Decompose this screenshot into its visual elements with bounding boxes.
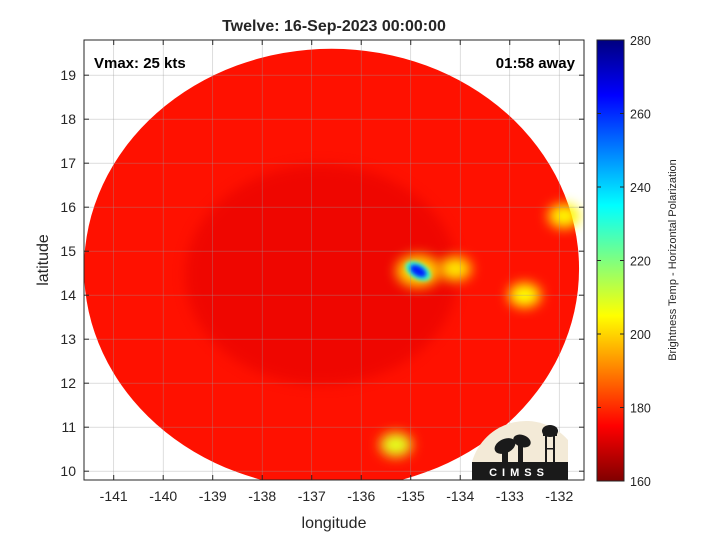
- colorbar-gradient: [596, 39, 625, 482]
- colorbar-ticks: 160 180 200 220 240 260 280: [597, 34, 651, 489]
- x-tick-label: -134: [446, 488, 474, 504]
- logo-dish-icon: [494, 434, 531, 462]
- cold-core: [409, 264, 427, 278]
- y-tick-label: 16: [60, 199, 76, 215]
- y-tick-label: 12: [60, 375, 76, 391]
- colorbar-tick-label: 200: [630, 328, 651, 342]
- cold-cell-ne: [548, 204, 581, 228]
- chart-title: Twelve: 16-Sep-2023 00:00:00: [222, 18, 446, 35]
- x-tick-label: -140: [149, 488, 177, 504]
- cimss-logo: CIMSS: [472, 420, 568, 480]
- colorbar-tick-label: 220: [630, 255, 651, 269]
- x-axis-label: longitude: [302, 515, 367, 532]
- x-tick-label: -136: [347, 488, 375, 504]
- y-tick-label: 10: [60, 463, 76, 479]
- x-tick-label: -132: [545, 488, 573, 504]
- y-tick-label: 11: [61, 419, 76, 435]
- colorbar: 160 180 200 220 240 260 280 Brightness Temp - …: [596, 34, 679, 489]
- y-axis-ticks: 10 11 12 13 14 15 16 17 18 19: [60, 67, 584, 479]
- colorbar-tick-label: 280: [630, 34, 651, 48]
- y-tick-label: 17: [60, 155, 76, 171]
- colorbar-label: Brightness Temp - Horizontal Polarizatio…: [667, 159, 679, 361]
- swath-layer: [84, 48, 581, 480]
- colorbar-tick-label: 240: [630, 181, 651, 195]
- y-tick-label: 19: [60, 67, 76, 83]
- plot-frame: [83, 39, 585, 481]
- swath-inner-shade: [185, 164, 458, 385]
- colorbar-tick-label: 180: [630, 402, 651, 416]
- colorbar-tick-label: 260: [630, 108, 651, 122]
- logo-text: CIMSS: [489, 467, 549, 479]
- x-tick-label: -138: [248, 488, 276, 504]
- plot-area: -141 -140 -139 -138 -137 -136 -135 -134 -133 -132…: [60, 39, 585, 504]
- time-away-annotation: 01:58 away: [496, 55, 576, 72]
- y-tick-label: 18: [60, 111, 76, 127]
- x-axis-ticks: -141 -140 -139 -138 -137 -136 -135 -134 -133 -132: [100, 40, 573, 504]
- y-tick-label: 14: [60, 287, 76, 303]
- y-tick-label: 13: [60, 331, 76, 347]
- x-tick-label: -135: [397, 488, 425, 504]
- colorbar-tick-label: 160: [630, 475, 651, 489]
- x-tick-label: -139: [199, 488, 227, 504]
- logo-bar: [472, 462, 568, 480]
- logo-water-tower-icon: [542, 425, 558, 462]
- cold-cell-east: [439, 256, 472, 281]
- y-tick-label: 15: [60, 243, 76, 259]
- x-tick-label: -133: [496, 488, 524, 504]
- x-tick-label: -141: [100, 488, 128, 504]
- cold-cell-south: [379, 432, 412, 457]
- y-axis-label: latitude: [35, 234, 52, 286]
- vmax-annotation: Vmax: 25 kts: [94, 55, 186, 72]
- x-tick-label: -137: [298, 488, 326, 504]
